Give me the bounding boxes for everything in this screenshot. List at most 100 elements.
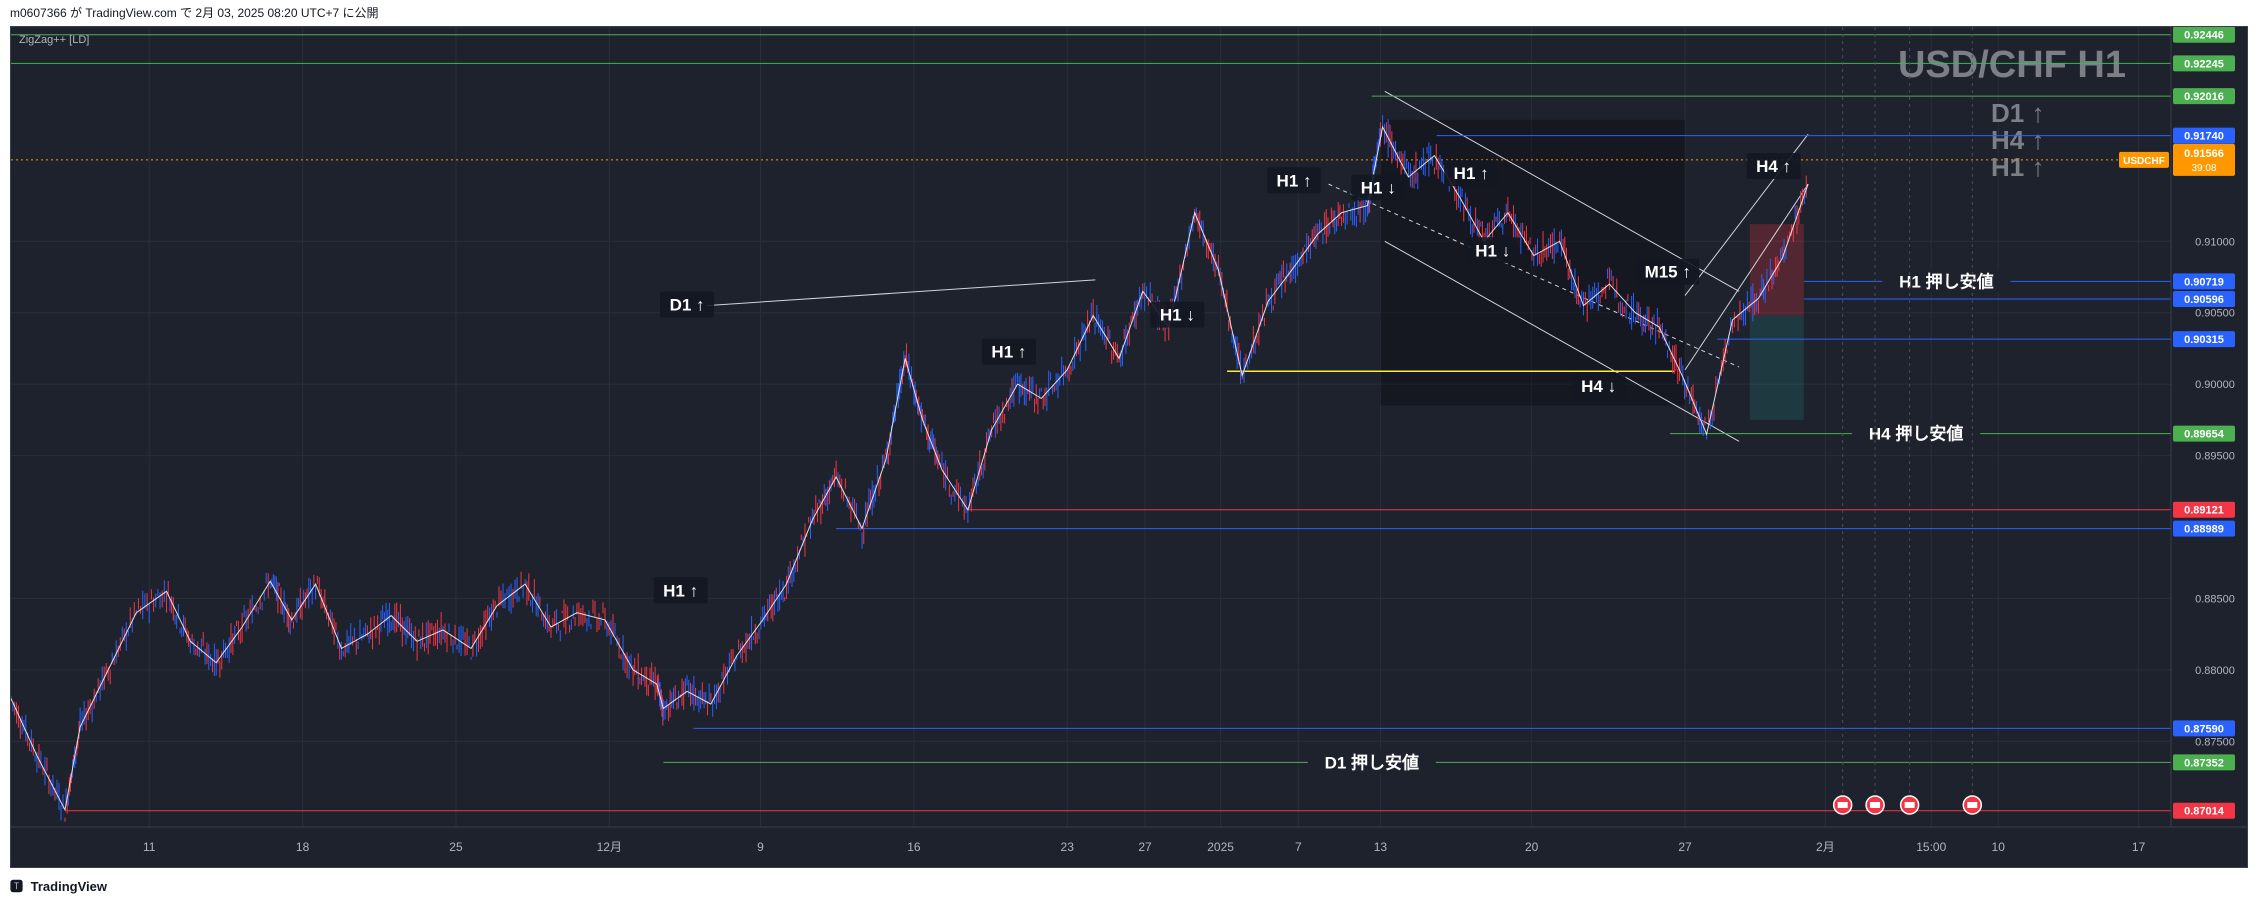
level-name-text: D1 押し安値 bbox=[1325, 752, 1419, 772]
annotation-text: H1 ↑ bbox=[663, 581, 698, 600]
level-name-text: H4 押し安値 bbox=[1869, 424, 1963, 444]
annotation-box bbox=[1267, 167, 1322, 194]
level-price-tag: 0.90719 bbox=[2173, 273, 2235, 290]
level-price-tag: 0.87590 bbox=[2173, 720, 2235, 737]
tradingview-logo[interactable]: 🆃 TradingView bbox=[10, 876, 107, 895]
y-axis: 0.925000.910000.905000.900000.895000.885… bbox=[2119, 22, 2247, 867]
current-price-tag: 0.91566 39:08 USDCHF bbox=[2119, 143, 2235, 176]
economic-events bbox=[1832, 27, 1983, 815]
event-flag-icon bbox=[1962, 27, 1983, 815]
x-tick-label: 9 bbox=[757, 840, 764, 854]
annotation-box bbox=[1444, 160, 1499, 187]
x-tick-label: 2025 bbox=[1207, 840, 1234, 854]
tradingview-logo-icon: 🆃 bbox=[10, 879, 24, 894]
level-price-tag-bg bbox=[2173, 127, 2235, 144]
x-tick-label: 27 bbox=[1678, 840, 1692, 854]
watermark-title: USD/CHF H1 bbox=[1898, 44, 2126, 86]
annotation-label: H1 ↓ bbox=[1465, 237, 1520, 264]
level-price-tag-text: 0.87014 bbox=[2184, 806, 2225, 818]
level-price-tag-bg bbox=[2173, 720, 2235, 737]
annotation-label: H4 ↑ bbox=[1746, 153, 1801, 179]
publish-text: m0607366 が TradingView.com で 2月 03, 2025… bbox=[10, 6, 379, 20]
level-price-tag-text: 0.89121 bbox=[2184, 505, 2224, 517]
level-price-tag: 0.89654 bbox=[2173, 425, 2235, 442]
current-price-bg bbox=[2173, 143, 2235, 176]
level-name-box bbox=[1307, 749, 1436, 774]
annotation-label: H1 ↓ bbox=[1150, 301, 1205, 328]
current-price-countdown: 39:08 bbox=[2191, 163, 2216, 174]
x-tick-label: 10 bbox=[1992, 840, 2006, 854]
level-price-tag-bg bbox=[2173, 273, 2235, 290]
level-name-box bbox=[1852, 420, 1981, 445]
annotation-label: H1 ↓ bbox=[1351, 174, 1406, 201]
footer: 🆃 TradingView bbox=[0, 868, 2263, 901]
annotation-box bbox=[1571, 373, 1626, 399]
level-name-label: H4 押し安値 bbox=[1852, 420, 1981, 445]
grid-layer bbox=[11, 26, 2171, 827]
x-tick-label: 23 bbox=[1061, 840, 1075, 854]
watermark-trend-line: H4 ↑ bbox=[1991, 125, 2044, 155]
level-price-tag-text: 0.91740 bbox=[2184, 131, 2224, 143]
level-price-tag-text: 0.87590 bbox=[2184, 723, 2224, 735]
level-price-tag: 0.92016 bbox=[2173, 88, 2235, 105]
x-tick-label: 25 bbox=[449, 840, 463, 854]
x-tick-label: 11 bbox=[143, 840, 156, 854]
level-price-tag-text: 0.88989 bbox=[2184, 524, 2224, 536]
y-tick-label: 0.90000 bbox=[2195, 379, 2235, 391]
level-price-tag: 0.87352 bbox=[2173, 754, 2235, 771]
annotation-text: H1 ↓ bbox=[1361, 178, 1396, 197]
annotation-label: H1 ↑ bbox=[1444, 160, 1499, 187]
levels-layer bbox=[11, 34, 2171, 812]
level-price-tag-bg bbox=[2173, 501, 2235, 518]
d1-arrow-line bbox=[706, 279, 1096, 307]
level-price-tag-text: 0.90719 bbox=[2184, 276, 2224, 288]
x-tick-label: 16 bbox=[907, 840, 921, 854]
level-name-box bbox=[1882, 268, 2011, 293]
price-chart[interactable]: USD/CHF H1 D1 ↑H4 ↑H1 ↑ ZigZag++ [LD] D1… bbox=[10, 22, 2247, 867]
y-tick-label: 0.88000 bbox=[2195, 665, 2235, 677]
chart-frame[interactable]: USD/CHF H1 D1 ↑ H4 ↑ H1 ↑ ZigZag++ [LD] D1… bbox=[10, 22, 2248, 868]
annotation-text: M15 ↑ bbox=[1645, 263, 1691, 282]
annotation-box bbox=[1636, 258, 1700, 285]
level-price-tag: 0.92245 bbox=[2173, 55, 2235, 72]
level-price-tag: 0.90596 bbox=[2173, 291, 2235, 307]
level-price-tag-bg bbox=[2173, 88, 2235, 105]
annotation-box bbox=[1746, 153, 1801, 179]
annotation-text: D1 ↑ bbox=[670, 296, 705, 315]
x-tick-label: 20 bbox=[1525, 840, 1539, 854]
level-price-tag-text: 0.89654 bbox=[2184, 429, 2225, 441]
y-tick-label: 0.90500 bbox=[2195, 308, 2235, 320]
level-price-tag: 0.91740 bbox=[2173, 127, 2235, 144]
event-flag-stripe bbox=[1967, 802, 1978, 808]
event-flag-stripe bbox=[1904, 802, 1915, 808]
level-price-tag: 0.92446 bbox=[2173, 26, 2235, 43]
symbol-tag-bg bbox=[2119, 151, 2169, 168]
annotation-box bbox=[981, 338, 1036, 365]
level-price-tag-bg bbox=[2173, 754, 2235, 771]
level-price-tag-text: 0.87352 bbox=[2184, 757, 2224, 769]
annotation-label: H1 ↑ bbox=[981, 338, 1036, 365]
event-flag-icon bbox=[1832, 27, 1853, 815]
x-tick-label: 12月 bbox=[597, 840, 622, 854]
channel-lower-line bbox=[1384, 240, 1740, 442]
annotation-box bbox=[1351, 174, 1406, 201]
target-zone bbox=[1749, 315, 1804, 420]
tradingview-logo-text: TradingView bbox=[30, 879, 107, 894]
level-price-tag-bg bbox=[2173, 291, 2235, 307]
level-price-tag: 0.88989 bbox=[2173, 520, 2235, 537]
level-price-tag-bg bbox=[2173, 802, 2235, 819]
indicator-label: ZigZag++ [LD] bbox=[19, 34, 89, 46]
rising-channel-lower bbox=[1684, 183, 1809, 371]
level-price-tag-bg bbox=[2173, 55, 2235, 72]
annotation-text: H1 ↓ bbox=[1160, 306, 1195, 325]
level-price-tag-text: 0.92016 bbox=[2184, 91, 2224, 103]
annotation-label: H1 ↑ bbox=[653, 577, 708, 604]
level-price-tag-bg bbox=[2173, 26, 2235, 43]
x-tick-label: 17 bbox=[2132, 840, 2146, 854]
x-axis-bg bbox=[11, 827, 2247, 867]
level-price-tag-text: 0.92245 bbox=[2184, 58, 2224, 70]
level-price-tag: 0.90315 bbox=[2173, 331, 2235, 348]
watermark-trend-line: D1 ↑ bbox=[1991, 98, 2044, 128]
annotations-layer: D1 ↑ H1 ↑ H1 ↑ H1 ↓ H1 ↑ H1 ↓ H1 ↑ H1 ↓ M15 ↑ H4 … bbox=[653, 153, 2011, 774]
level-price-tag: 0.87014 bbox=[2173, 802, 2235, 819]
